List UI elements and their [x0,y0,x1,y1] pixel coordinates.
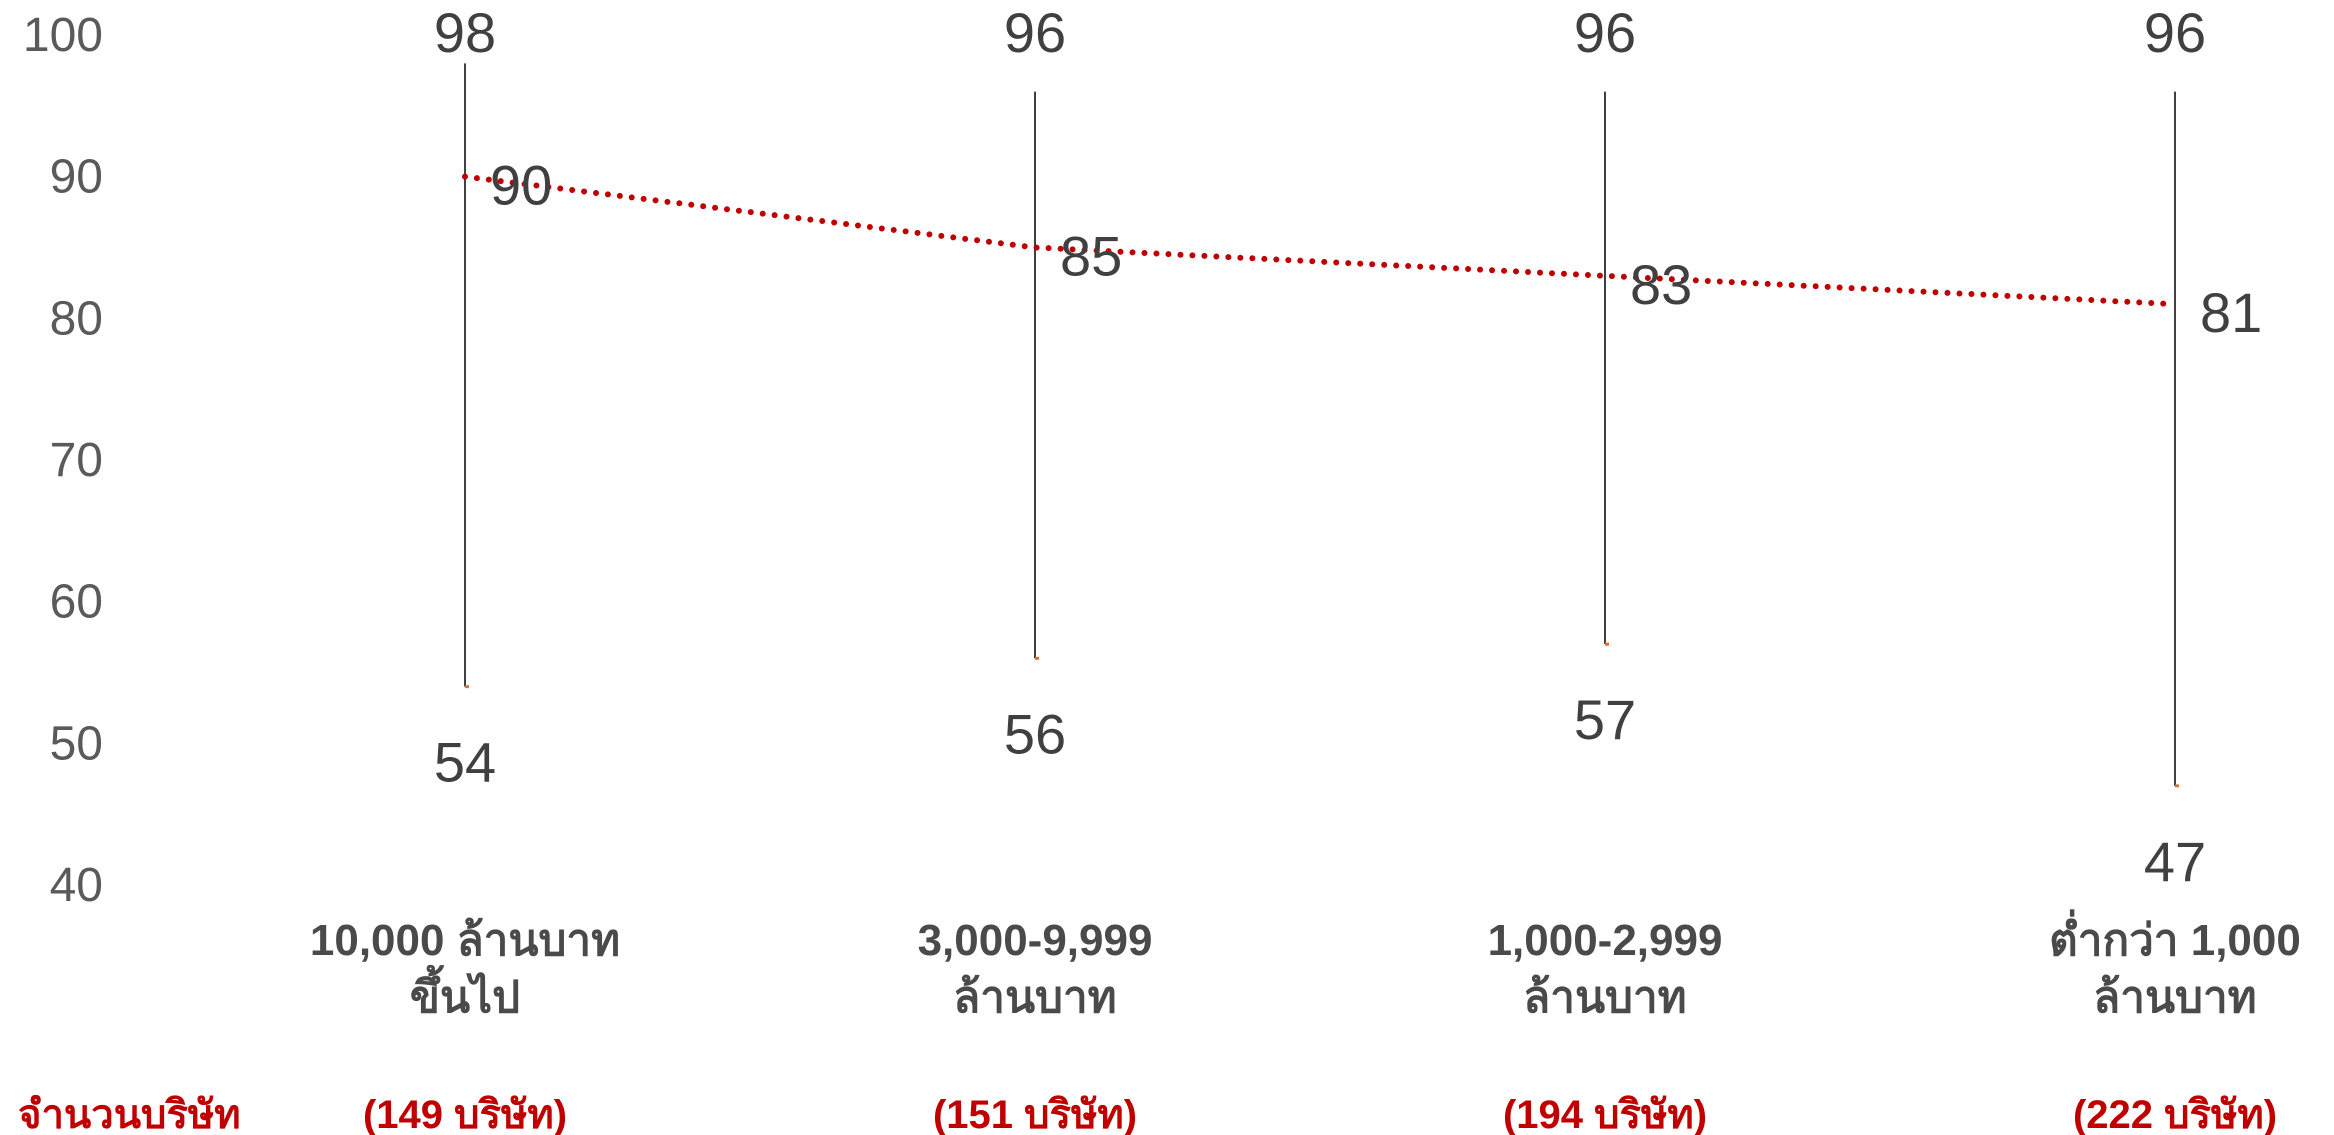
max-value-label: 96 [1004,1,1066,64]
min-value-label: 54 [434,731,496,794]
average-line [462,173,2178,308]
average-value-label: 83 [1630,253,1692,316]
category-label-line2: ล้านบาท [953,973,1116,1022]
y-axis: 100 90 80 70 60 50 40 [23,9,103,912]
range-whiskers [464,63,2179,788]
y-tick-label: 80 [50,292,103,345]
y-tick-label: 70 [50,434,103,487]
average-value-label: 81 [2200,281,2262,344]
min-value-label: 56 [1004,702,1066,765]
category-label-line1: 10,000 ล้านบาท [310,916,620,965]
max-value-label: 96 [1574,1,1636,64]
category-label-line2: ล้านบาท [2093,973,2256,1022]
max-value-label: 96 [2144,1,2206,64]
y-tick-label: 60 [50,576,103,629]
company-count-label: (194 บริษัท) [1503,1093,1707,1135]
average-series-line [462,173,2178,308]
average-value-label: 85 [1060,225,1122,288]
average-value-label: 90 [490,154,552,217]
y-tick-label: 50 [50,717,103,770]
category-label-line2: ล้านบาท [1523,973,1686,1022]
y-tick-label: 40 [50,859,103,912]
category-label-line1: 1,000-2,999 [1488,916,1723,965]
y-tick-label: 90 [50,151,103,204]
company-count-label: (151 บริษัท) [933,1093,1137,1135]
category-label-line2: ขึ้นไป [410,964,520,1022]
company-count-label: (149 บริษัท) [363,1093,567,1135]
value-labels: 98 54 96 56 96 57 96 47 90 85 83 81 [434,1,2262,893]
company-count-label: (222 บริษัท) [2073,1093,2277,1135]
category-label-line1: ต่ำกว่า 1,000 [2049,909,2301,965]
min-value-label: 57 [1574,688,1636,751]
max-value-label: 98 [434,1,496,64]
y-tick-label: 100 [23,9,103,62]
category-label-line1: 3,000-9,999 [918,916,1153,965]
min-value-label: 47 [2144,830,2206,893]
company-count-row-label: จำนวนบริษัท [18,1093,241,1135]
